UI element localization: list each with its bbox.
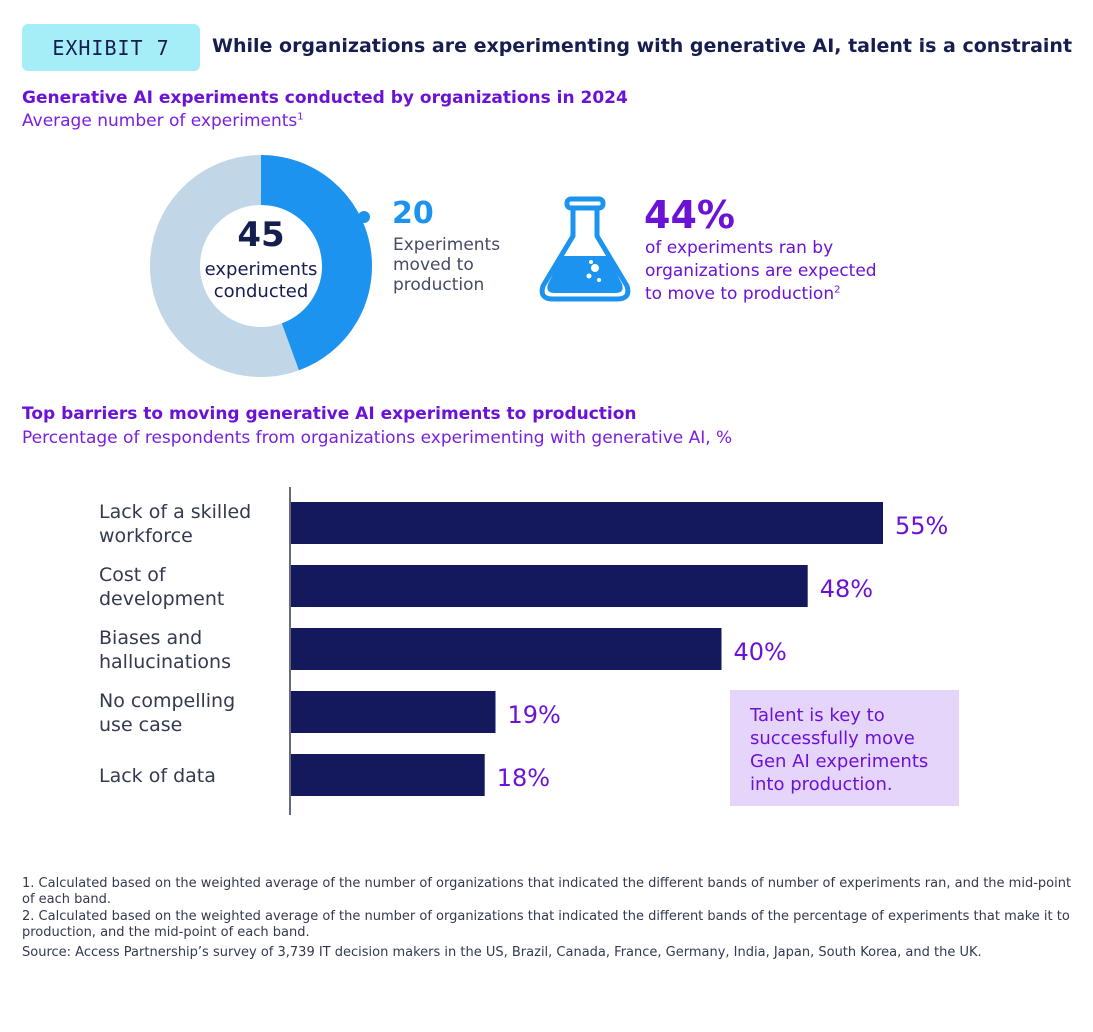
exhibit-label: EXHIBIT 7 — [52, 35, 170, 60]
category-label-2: Biases and hallucinations — [99, 627, 231, 673]
donut-chart — [150, 155, 372, 377]
bar-value-label-3: 19% — [508, 701, 561, 729]
callout-dot — [358, 211, 370, 223]
bar-value-label-2: 40% — [734, 638, 787, 666]
donut-center-value: 45 — [237, 215, 285, 255]
section2-title: Top barriers to moving generative AI exp… — [22, 404, 637, 424]
bar-1 — [291, 565, 808, 607]
bar-value-label-4: 18% — [497, 764, 550, 792]
footnote-ref-2: 2 — [834, 284, 841, 296]
callout-text: Experiments moved to production — [393, 235, 501, 295]
footnote-1: 1. Calculated based on the weighted aver… — [22, 876, 1072, 907]
barriers-bar-chart: 55% Lack of a skilled workforce 48% Cost of d… — [99, 487, 948, 815]
source-note: Source: Access Partnership’s survey of 3… — [22, 945, 982, 960]
callout-value: 20 — [392, 196, 434, 231]
flask-icon — [539, 196, 631, 302]
donut-center-label: experiments conducted — [204, 259, 318, 302]
category-label-0: Lack of a skilled workforce — [99, 501, 251, 547]
category-label-1: Cost of development — [99, 564, 224, 610]
footnotes: 1. Calculated based on the weighted aver… — [22, 876, 1072, 962]
bars-group: 55% Lack of a skilled workforce 48% Cost of d… — [99, 501, 948, 796]
stat-value: 44% — [644, 193, 735, 237]
bar-value-label-0: 55% — [895, 512, 948, 540]
category-label-4: Lack of data — [99, 765, 216, 787]
section1-title: Generative AI experiments conducted by o… — [22, 88, 628, 108]
exhibit-title: While organizations are experimenting wi… — [212, 35, 1073, 57]
bar-2 — [291, 628, 722, 670]
exhibit-badge: EXHIBIT 7 — [22, 24, 200, 71]
bar-3 — [291, 691, 496, 733]
stat-text: of experiments ran by organizations are … — [645, 238, 877, 304]
bar-value-label-1: 48% — [820, 575, 873, 603]
footnote-ref-1: 1 — [297, 111, 304, 123]
footnote-2: 2. Calculated based on the weighted aver… — [22, 909, 1070, 940]
talent-callout-box: Talent is key to successfully move Gen A… — [730, 690, 959, 806]
section1-subtitle: Average number of experiments1 — [22, 111, 304, 131]
bar-0 — [291, 502, 883, 544]
section2-subtitle: Percentage of respondents from organizat… — [22, 428, 733, 448]
category-label-3: No compelling use case — [99, 690, 235, 736]
donut-production-slice — [260, 155, 372, 371]
bar-4 — [291, 754, 485, 796]
